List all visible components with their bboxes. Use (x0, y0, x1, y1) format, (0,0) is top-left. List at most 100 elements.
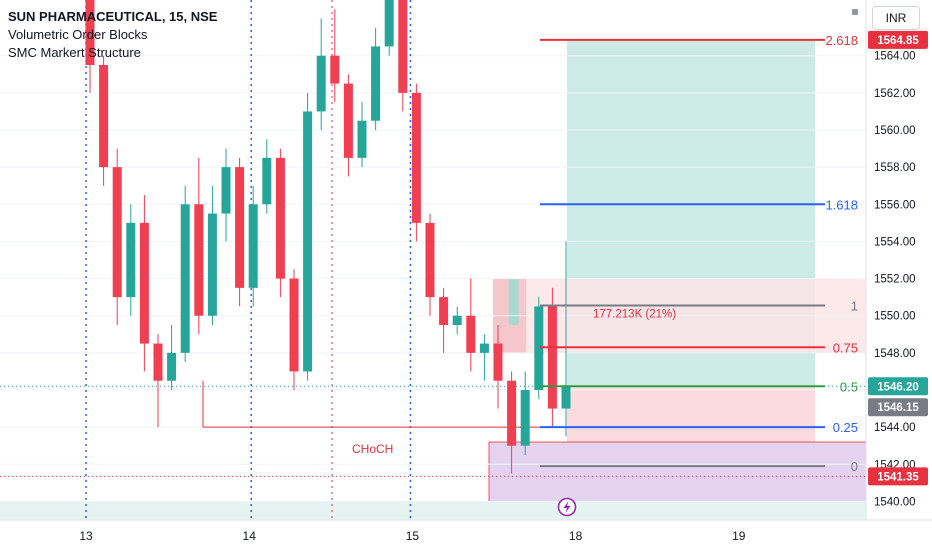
candle-body (330, 55, 340, 84)
symbol-title: SUN PHARMACEUTICAL, 15, NSE (8, 9, 218, 24)
candle (289, 269, 299, 390)
candle-body (357, 120, 367, 158)
candle (371, 27, 381, 130)
price-label: 1546.20 (877, 381, 919, 393)
y-tick-label: 1562.00 (874, 88, 916, 100)
candle (316, 18, 326, 130)
candle-body (262, 157, 272, 205)
candle (507, 371, 517, 474)
candle-body (466, 315, 476, 353)
currency-button[interactable]: INR (872, 6, 920, 30)
candle-body (479, 343, 489, 353)
candle-body (316, 55, 326, 112)
candle-body (452, 315, 462, 325)
chart-legend: SUN PHARMACEUTICAL, 15, NSE Volumetric O… (8, 8, 217, 62)
y-tick-label: 1564.00 (874, 51, 916, 63)
candle-body (547, 306, 557, 409)
candle (343, 74, 353, 177)
candle (139, 195, 149, 372)
candle-body (507, 380, 517, 446)
candle-body (180, 204, 190, 353)
candle (112, 148, 122, 325)
candle-body (85, 0, 95, 65)
price-label: 1541.35 (877, 471, 919, 483)
candle (466, 278, 476, 372)
fib-level-label: 0 (851, 459, 858, 474)
candle (221, 148, 231, 242)
x-tick-label: 15 (406, 529, 420, 543)
candle (547, 287, 557, 428)
candle (85, 0, 95, 93)
candle (99, 55, 109, 186)
candle (194, 157, 204, 335)
candle (153, 334, 163, 428)
candle (534, 297, 544, 400)
fib-level-label: 0.5 (840, 379, 858, 394)
candle (452, 306, 462, 335)
candle-body (207, 213, 217, 316)
x-tick-label: 19 (732, 529, 746, 543)
candle-body (235, 167, 245, 288)
candle (411, 83, 421, 242)
y-tick-label: 1552.00 (874, 274, 916, 286)
y-tick-label: 1556.00 (874, 199, 916, 211)
candle-body (384, 0, 394, 47)
indicator-label-market-structure[interactable]: SMC Markert Structure (8, 45, 141, 60)
indicator-label-order-blocks[interactable]: Volumetric Order Blocks (8, 27, 148, 42)
order-block-volume-bar (508, 278, 519, 325)
price-label-box (868, 377, 928, 396)
y-tick-label: 1558.00 (874, 162, 916, 174)
candle-body (99, 65, 109, 168)
candle (167, 325, 177, 390)
candle (248, 185, 258, 307)
candle (330, 9, 340, 103)
candle (398, 0, 408, 112)
candle-body (411, 92, 421, 223)
candle-body (561, 386, 571, 409)
price-label: 1546.15 (877, 402, 919, 414)
candle (357, 102, 367, 168)
y-tick-label: 1554.00 (874, 236, 916, 248)
candle-body (275, 157, 285, 279)
price-label: 1564.85 (877, 35, 919, 47)
candle-body (112, 167, 122, 298)
candle-body (289, 278, 299, 372)
scale-menu-icon[interactable] (852, 9, 858, 15)
candle-body (139, 222, 149, 344)
candle (235, 157, 245, 307)
fib-level-label: 2.618 (825, 33, 858, 48)
y-tick-label: 1548.00 (874, 348, 916, 360)
x-tick-label: 18 (569, 529, 583, 543)
candle-body (534, 306, 544, 390)
lightning-event-icon[interactable] (557, 497, 577, 517)
candle (126, 204, 136, 316)
candle (479, 334, 489, 381)
candle-body (520, 390, 530, 446)
candle (493, 325, 503, 409)
candle (561, 241, 571, 437)
candle-body (167, 352, 177, 381)
y-tick-label: 1550.00 (874, 311, 916, 323)
x-tick-label: 13 (79, 529, 93, 543)
candle-body (343, 83, 353, 158)
ob-volume-label: 177.213K (21%) (593, 309, 676, 321)
candle-body (425, 222, 435, 298)
price-axis-bg (866, 0, 932, 550)
choch-label: CHoCH (352, 442, 393, 456)
candle-body (439, 297, 449, 325)
candle-body (126, 222, 136, 298)
candle (425, 213, 435, 316)
candle (275, 148, 285, 298)
candle-body (371, 46, 381, 121)
price-label-box (868, 467, 928, 486)
price-label-box (868, 398, 928, 417)
y-tick-label: 1544.00 (874, 422, 916, 434)
candle (262, 139, 272, 214)
candle (303, 92, 313, 381)
y-tick-label: 1560.00 (874, 125, 916, 137)
candle-body (493, 343, 503, 381)
candle (439, 287, 449, 353)
price-label-box (868, 30, 928, 49)
bottom-band (0, 502, 866, 520)
